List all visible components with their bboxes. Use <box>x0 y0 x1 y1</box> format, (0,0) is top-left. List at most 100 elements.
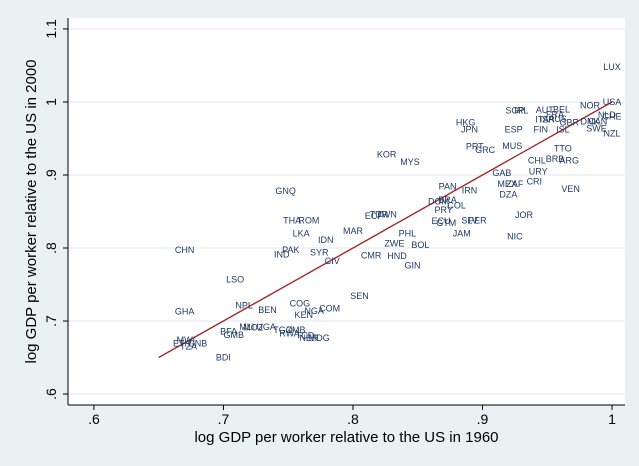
point-label: SLV <box>461 215 477 225</box>
point-label: MYS <box>400 157 420 167</box>
point-label: KOR <box>377 150 397 160</box>
point-label: GNQ <box>275 186 296 196</box>
point-label: BFA <box>220 326 237 336</box>
point-label: UGA <box>256 322 276 332</box>
y-tick-label: .9 <box>43 169 59 181</box>
point-label: DNK <box>581 117 600 127</box>
point-label: PAK <box>282 245 299 255</box>
point-label: COM <box>319 304 340 314</box>
point-label: GHA <box>175 307 195 317</box>
point-label: NZL <box>604 128 621 138</box>
point-label: AUT <box>536 105 555 115</box>
point-label: RWA <box>279 328 300 338</box>
y-tick-label: .7 <box>43 315 59 327</box>
point-label: SEN <box>350 291 369 301</box>
point-label: ISR <box>540 114 556 124</box>
point-label: FIN <box>534 125 549 135</box>
point-label: MAR <box>343 226 364 236</box>
point-label: IRL <box>514 106 528 116</box>
point-label: MWI <box>177 335 196 345</box>
point-label: GMB <box>224 330 245 340</box>
point-label: NLD <box>598 110 617 120</box>
point-label: KEN <box>294 310 313 320</box>
point-label: JPN <box>461 125 478 135</box>
point-label: ZMB <box>286 325 305 335</box>
point-label: PRY <box>434 205 452 215</box>
point-label: CRI <box>527 177 543 187</box>
point-label: PER <box>468 215 487 225</box>
point-label: ECU <box>432 216 451 226</box>
point-label: IRN <box>462 185 478 195</box>
x-ticks: .6 .7 .8 .9 1 <box>88 405 616 427</box>
y-ticks: .6 .7 .8 .9 1 1.1 <box>43 19 68 400</box>
point-label: MOZ <box>243 323 263 333</box>
point-label: CHL <box>528 155 546 165</box>
point-label: NPL <box>235 301 253 311</box>
point-label: SWE <box>586 123 607 133</box>
point-label: GAB <box>492 168 511 178</box>
point-labels: LUXUSACHENZLNORNLDDNKCANSWEGBRBELAUTFRAI… <box>173 62 622 363</box>
point-label: LSO <box>226 274 244 284</box>
y-tick-label: .6 <box>43 388 59 400</box>
point-label: TCD <box>296 331 315 341</box>
point-label: PHL <box>399 228 417 238</box>
point-label: SYR <box>310 247 329 257</box>
point-label: COL <box>447 201 466 211</box>
x-tick-label: .7 <box>218 411 230 427</box>
point-label: TUR <box>370 209 389 219</box>
point-label: PAN <box>439 182 457 192</box>
x-tick-label: .6 <box>88 411 100 427</box>
point-label: ITA <box>535 114 548 124</box>
gridlines <box>68 28 625 395</box>
fit-line <box>158 101 613 359</box>
point-label: HND <box>387 251 407 261</box>
point-label: MUS <box>502 141 522 151</box>
point-label: GIN <box>405 261 421 271</box>
y-tick-label: 1.1 <box>43 19 59 39</box>
point-label: JAM <box>453 228 471 238</box>
y-axis-title: log GDP per worker relative to the US in… <box>23 59 40 363</box>
point-label: ZAF <box>506 179 524 189</box>
point-label: CMR <box>361 250 382 260</box>
point-label: GNB <box>188 339 208 349</box>
point-label: TZA <box>180 342 197 352</box>
point-label: MDG <box>309 333 330 343</box>
point-label: CAN <box>588 117 607 127</box>
point-label: BRA <box>438 195 457 205</box>
point-label: CIV <box>325 256 340 266</box>
y-tick-label: .8 <box>43 242 59 254</box>
point-label: LKA <box>293 228 310 238</box>
point-label: NOR <box>580 101 601 111</box>
point-label: BEN <box>258 305 277 315</box>
point-label: BEL <box>553 104 570 114</box>
point-label: JOR <box>515 210 534 220</box>
point-label: ESP <box>505 125 523 135</box>
point-label: NIC <box>507 231 523 241</box>
point-label: ECF <box>365 211 384 221</box>
point-label: MEX <box>497 179 517 189</box>
point-label: DOM <box>428 196 449 206</box>
point-label: IDN <box>318 235 334 245</box>
point-label: SGP <box>505 106 524 116</box>
x-axis-title: log GDP per worker relative to the US in… <box>194 429 498 446</box>
point-label: VEN <box>561 184 580 194</box>
point-label: THA <box>283 215 301 225</box>
point-label: URY <box>529 166 548 176</box>
x-tick-label: 1 <box>608 411 616 427</box>
plot-area <box>68 18 625 405</box>
point-label: NGA <box>304 306 324 316</box>
point-label: TGO <box>273 325 293 335</box>
point-label: DZA <box>499 190 517 200</box>
y-tick-label: 1 <box>43 98 59 106</box>
point-label: ZWE <box>384 239 404 249</box>
point-label: COG <box>290 299 311 309</box>
point-label: CHE <box>603 112 622 122</box>
point-label: PRT <box>466 142 484 152</box>
point-label: TTO <box>554 144 572 154</box>
point-label: FRA <box>546 109 564 119</box>
point-label: GRC <box>475 145 496 155</box>
point-label: BOL <box>411 240 429 250</box>
point-label: CHN <box>175 245 195 255</box>
point-label: TWN <box>376 209 397 219</box>
